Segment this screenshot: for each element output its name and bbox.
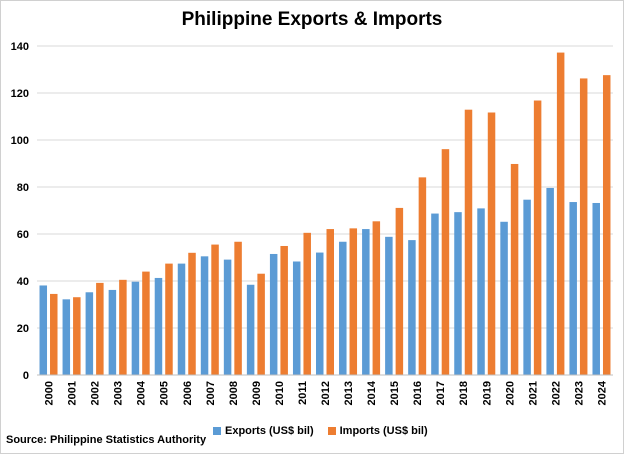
bar-imports <box>50 293 58 375</box>
bar-exports <box>177 263 186 375</box>
bar-imports <box>96 282 104 375</box>
x-tick-label: 2010 <box>274 381 286 405</box>
bar-exports <box>385 236 393 375</box>
bar-imports <box>142 271 150 375</box>
bar-exports <box>569 202 577 375</box>
x-tick-label: 2002 <box>90 381 102 405</box>
legend-swatch-exports <box>213 427 221 435</box>
legend: Exports (US$ bil) Imports (US$ bil) <box>213 425 428 437</box>
y-tick-label: 20 <box>17 323 29 335</box>
x-tick-label: 2009 <box>251 381 263 405</box>
x-tick-label: 2024 <box>596 380 608 405</box>
bar-exports <box>108 289 117 375</box>
bar-exports <box>154 277 163 375</box>
legend-label-imports: Imports (US$ bil) <box>339 425 428 437</box>
x-tick-label: 2000 <box>44 381 56 405</box>
x-tick-label: 2018 <box>458 381 470 405</box>
bar-exports <box>131 281 140 375</box>
bar-exports <box>223 259 232 375</box>
y-tick-label: 120 <box>11 88 29 100</box>
bar-exports <box>546 187 554 375</box>
x-tick-label: 2020 <box>504 381 516 405</box>
bar-imports <box>280 245 288 375</box>
bar-imports <box>441 149 450 375</box>
chart-title: Philippine Exports & Imports <box>181 9 443 30</box>
y-tick-label: 80 <box>17 182 29 194</box>
bar-exports <box>62 299 71 375</box>
bar-exports <box>477 208 485 375</box>
bar-exports <box>39 285 48 375</box>
bar-imports <box>303 232 311 375</box>
legend-item-imports: Imports (US$ bil) <box>327 425 428 437</box>
x-tick-label: 2016 <box>412 381 424 405</box>
x-tick-label: 2015 <box>389 381 401 405</box>
x-tick-label: 2004 <box>136 380 148 405</box>
bar-imports <box>418 177 427 375</box>
bar-imports <box>211 244 219 375</box>
bar-imports <box>395 207 404 375</box>
y-tick-label: 140 <box>11 41 29 53</box>
legend-item-exports: Exports (US$ bil) <box>213 425 314 437</box>
legend-label-exports: Exports (US$ bil) <box>225 425 314 437</box>
x-tick-label: 2023 <box>573 381 585 405</box>
x-tick-label: 2014 <box>366 380 378 405</box>
y-tick-label: 0 <box>23 370 29 382</box>
x-tick-label: 2003 <box>113 381 125 405</box>
bar-imports <box>533 100 542 376</box>
bar-imports <box>73 297 81 375</box>
bar-exports <box>292 261 301 375</box>
bar-imports <box>487 112 496 375</box>
bar-exports <box>431 213 439 375</box>
source-note: Source: Philippine Statistics Authority <box>6 434 207 446</box>
bar-exports <box>269 253 278 375</box>
bar-exports <box>408 240 416 375</box>
x-tick-label: 2006 <box>182 381 194 405</box>
x-tick-label: 2017 <box>435 381 447 405</box>
x-tick-label: 2005 <box>159 381 171 405</box>
bar-exports <box>246 284 255 375</box>
bar-exports <box>362 229 370 375</box>
bar-imports <box>602 75 611 375</box>
bar-imports <box>165 263 173 375</box>
y-tick-label: 40 <box>17 276 29 288</box>
bar-imports <box>556 52 565 375</box>
bar-exports <box>454 212 462 375</box>
bar-imports <box>188 252 196 375</box>
x-tick-label: 2012 <box>320 381 332 405</box>
bar-imports <box>234 241 242 375</box>
bar-exports <box>200 256 209 375</box>
bar-exports <box>592 202 600 375</box>
bar-exports <box>523 199 531 375</box>
bar-chart: 0 20 40 60 80 100 120 140 2000 2001 2002 2003 2004 20… <box>11 41 613 405</box>
bar-imports <box>464 109 473 375</box>
bar-imports <box>257 273 265 375</box>
x-tick-label: 2011 <box>297 381 309 405</box>
bar-exports <box>339 241 347 375</box>
legend-swatch-imports <box>327 427 336 435</box>
bar-imports <box>510 163 519 375</box>
bar-imports <box>119 279 127 375</box>
y-tick-label: 100 <box>11 135 29 147</box>
bar-imports <box>349 228 358 375</box>
bar-imports <box>372 221 381 375</box>
bar-exports <box>85 292 94 375</box>
bar-exports <box>316 252 324 375</box>
x-tick-label: 2013 <box>343 381 355 405</box>
x-tick-label: 2021 <box>527 381 539 405</box>
x-tick-label: 2022 <box>550 381 562 405</box>
x-tick-label: 2007 <box>205 381 217 405</box>
bar-imports <box>579 78 588 376</box>
y-tick-label: 60 <box>17 229 29 241</box>
bar-imports <box>326 229 334 375</box>
bar-exports <box>500 221 508 375</box>
x-tick-label: 2001 <box>67 381 79 405</box>
x-tick-label: 2019 <box>481 381 493 405</box>
x-tick-label: 2008 <box>228 381 240 405</box>
